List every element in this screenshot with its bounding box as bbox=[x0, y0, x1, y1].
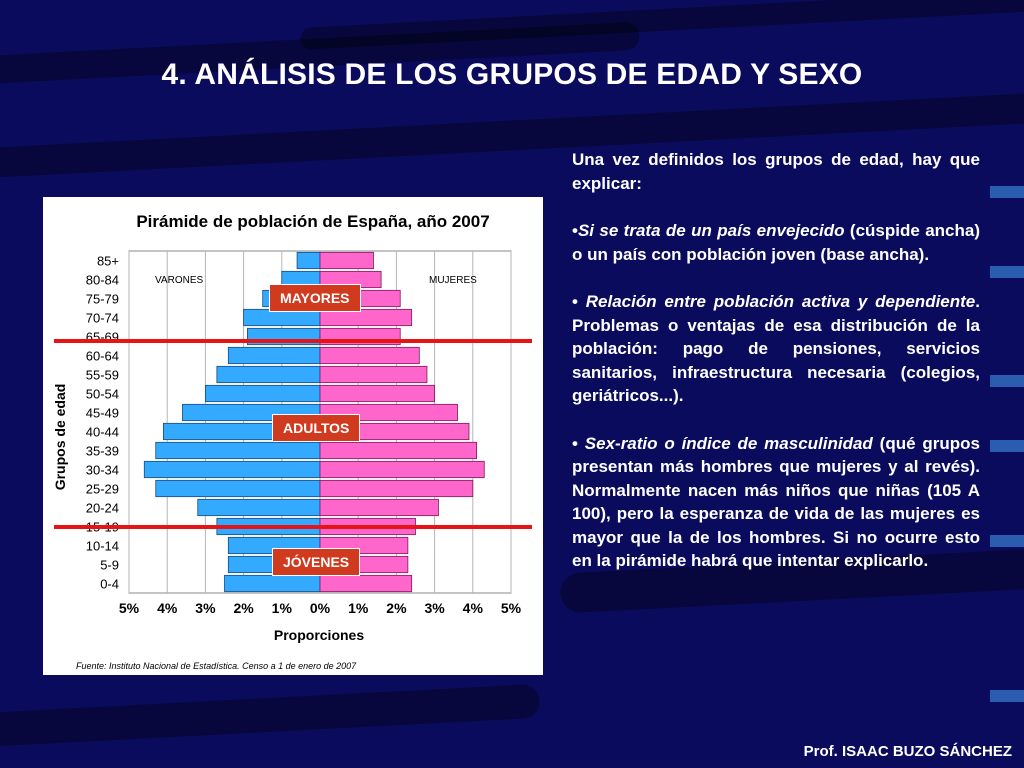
bar-mujeres bbox=[319, 441, 478, 460]
y-tick-label: 60-64 bbox=[86, 349, 119, 364]
x-tick-label: 5% bbox=[119, 600, 140, 616]
y-tick-label: 55-59 bbox=[86, 368, 119, 383]
bar-mujeres bbox=[319, 346, 420, 365]
x-tick-label: 3% bbox=[424, 600, 445, 616]
legend-label-mujeres: MUJERES bbox=[429, 275, 477, 286]
x-tick-label: 2% bbox=[233, 600, 254, 616]
bar-mujeres bbox=[319, 479, 474, 498]
bar-varones bbox=[197, 498, 321, 517]
bar-varones bbox=[216, 365, 321, 384]
bar-mujeres bbox=[319, 251, 374, 270]
x-tick-label: 3% bbox=[195, 600, 216, 616]
y-tick-label: 40-44 bbox=[86, 425, 119, 440]
background-streak bbox=[299, 0, 1024, 50]
x-tick-label: 4% bbox=[463, 600, 484, 616]
y-tick-label: 35-39 bbox=[86, 444, 119, 459]
side-decoration bbox=[990, 266, 1024, 278]
label-adultos: ADULTOS bbox=[272, 414, 361, 442]
legend-label-varones: VARONES bbox=[155, 275, 203, 286]
bullet-sex-ratio-text: (qué grupos presentan más hombres que mu… bbox=[572, 433, 980, 571]
bar-varones bbox=[155, 441, 321, 460]
chart-title: Pirámide de población de España, año 200… bbox=[136, 212, 489, 231]
x-tick-label: 5% bbox=[501, 600, 522, 616]
bar-mujeres bbox=[319, 574, 413, 593]
y-tick-label: 50-54 bbox=[86, 387, 119, 402]
y-tick-label: 25-29 bbox=[86, 482, 119, 497]
x-tick-label: 0% bbox=[310, 600, 331, 616]
x-tick-label: 2% bbox=[386, 600, 407, 616]
bar-varones bbox=[204, 384, 321, 403]
x-tick-label: 1% bbox=[272, 600, 293, 616]
chart-source: Fuente: Instituto Nacional de Estadístic… bbox=[76, 661, 357, 671]
divider-line-jovenes bbox=[54, 525, 532, 529]
bullet-envejecido: •Si se trata de un país envejecido (cúsp… bbox=[572, 221, 980, 264]
explanation-text: Una vez definidos los grupos de edad, ha… bbox=[572, 148, 980, 597]
x-tick-label: 4% bbox=[157, 600, 178, 616]
side-decoration bbox=[990, 375, 1024, 387]
y-tick-label: 80-84 bbox=[86, 273, 119, 288]
bullet-envejecido-text: (cúspide ancha) o un país con población … bbox=[572, 221, 980, 264]
y-tick-label: 70-74 bbox=[86, 311, 119, 326]
bullet-sex-ratio-em: Sex-ratio o índice de masculinidad bbox=[584, 433, 873, 453]
background-streak bbox=[0, 683, 541, 751]
y-tick-label: 5-9 bbox=[100, 558, 119, 573]
author-credit: Prof. ISAAC BUZO SÁNCHEZ bbox=[803, 743, 1012, 760]
bar-varones bbox=[224, 574, 321, 593]
y-tick-label: 0-4 bbox=[100, 577, 119, 592]
x-axis-label: Proporciones bbox=[274, 627, 364, 643]
bar-mujeres bbox=[319, 308, 413, 327]
bar-mujeres bbox=[319, 384, 435, 403]
label-jovenes: JÓVENES bbox=[272, 548, 361, 576]
bar-varones bbox=[155, 479, 321, 498]
slide-title: 4. ANÁLISIS DE LOS GRUPOS DE EDAD Y SEXO bbox=[161, 58, 863, 91]
bar-mujeres bbox=[319, 460, 485, 479]
side-decoration bbox=[990, 186, 1024, 198]
bar-mujeres bbox=[319, 498, 439, 517]
y-tick-label: 85+ bbox=[97, 254, 119, 269]
y-axis-label: Grupos de edad bbox=[52, 384, 68, 491]
y-tick-label: 10-14 bbox=[86, 539, 119, 554]
side-decoration bbox=[990, 535, 1024, 547]
bar-varones bbox=[143, 460, 321, 479]
intro-paragraph: Una vez definidos los grupos de edad, ha… bbox=[572, 150, 980, 193]
side-decoration bbox=[990, 440, 1024, 452]
bullet-envejecido-em: Si se trata de un país envejecido bbox=[577, 221, 845, 240]
y-tick-label: 20-24 bbox=[86, 501, 119, 516]
bar-varones bbox=[227, 346, 321, 365]
divider-line-mayores bbox=[54, 339, 532, 343]
bullet-relacion: • Relación entre población activa y depe… bbox=[572, 292, 980, 405]
bullet-relacion-text: . Problemas o ventajas de esa distribuci… bbox=[572, 292, 980, 405]
x-tick-label: 1% bbox=[348, 600, 369, 616]
y-tick-label: 30-34 bbox=[86, 463, 119, 478]
bar-varones bbox=[296, 251, 321, 270]
label-mayores: MAYORES bbox=[269, 284, 361, 312]
bullet-relacion-em: Relación entre población activa y depend… bbox=[585, 292, 976, 311]
chart-labels: 5% 4% 3% 2% 1% 0% 1% 2% 3% 4% 5% 85+ 80-84 75-79 70-74… bbox=[86, 254, 522, 616]
side-decoration bbox=[990, 690, 1024, 702]
bullet-sex-ratio: • Sex-ratio o índice de masculinidad (qu… bbox=[572, 433, 980, 571]
y-tick-label: 75-79 bbox=[86, 292, 119, 307]
y-tick-label: 45-49 bbox=[86, 406, 119, 421]
bar-mujeres bbox=[319, 365, 428, 384]
